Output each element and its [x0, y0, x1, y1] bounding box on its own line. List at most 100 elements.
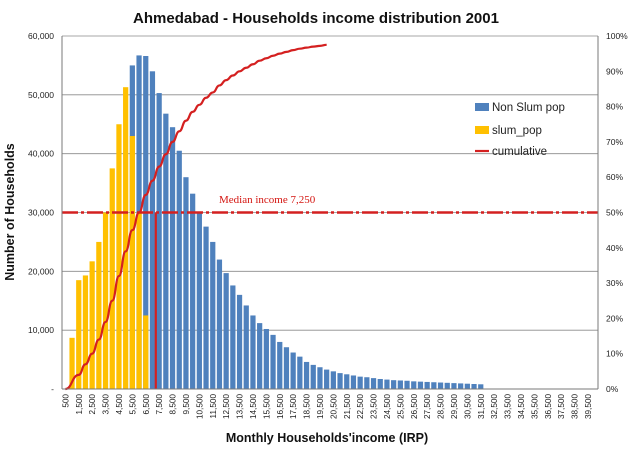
- non-slum-bar: [364, 377, 370, 389]
- cumulative-line: [65, 43, 327, 391]
- y2-tick-label: 90%: [606, 66, 623, 76]
- slum-bar: [76, 280, 82, 389]
- x-tick-label: 500: [61, 394, 70, 408]
- axes: [61, 36, 599, 390]
- x-axis-ticks: 500 1,500 2,500 3,500 4,500 5,500 6,500 7,500 8,…: [61, 394, 593, 419]
- non-slum-bar: [156, 93, 162, 390]
- x-tick-label: 6,500: [142, 394, 151, 415]
- non-slum-bar: [384, 379, 390, 389]
- non-slum-bar: [149, 71, 156, 390]
- y2-tick-label: 100%: [606, 31, 628, 41]
- x-tick-label: 18,500: [303, 394, 312, 419]
- non-slum-bar: [223, 273, 229, 389]
- non-slum-bar: [257, 323, 263, 389]
- x-tick-label: 32,500: [490, 394, 499, 419]
- x-tick-label: 33,500: [504, 394, 513, 419]
- slum-bar: [129, 136, 135, 389]
- x-tick-label: 10,500: [195, 394, 204, 419]
- non-slum-bar: [370, 378, 377, 389]
- x-tick-label: 29,500: [450, 394, 459, 419]
- non-slum-bar: [478, 384, 484, 389]
- x-tick-label: 35,500: [530, 394, 539, 419]
- x-tick-label: 37,500: [557, 394, 566, 419]
- slum-bar: [123, 87, 129, 389]
- y2-tick-label: 10%: [606, 349, 623, 359]
- y2-tick-label: 70%: [606, 137, 623, 147]
- non-slum-bar: [263, 328, 269, 389]
- non-slum-bars: [129, 55, 484, 390]
- legend-label-slum: slum_pop: [492, 125, 542, 137]
- y-tick-label: 50,000: [28, 90, 54, 100]
- x-tick-label: 21,500: [343, 394, 352, 419]
- non-slum-bar: [283, 347, 290, 389]
- non-slum-bar: [471, 383, 477, 389]
- legend-label-cumulative: cumulative: [492, 146, 547, 158]
- non-slum-bar: [277, 341, 283, 389]
- non-slum-bar: [444, 382, 450, 389]
- x-tick-label: 5,500: [128, 394, 137, 415]
- slum-bar: [143, 315, 149, 389]
- slum-bar: [109, 168, 115, 389]
- non-slum-bar: [317, 367, 323, 389]
- non-slum-bar: [417, 381, 424, 389]
- non-slum-bar: [424, 381, 430, 389]
- non-slum-bar: [297, 356, 303, 389]
- non-slum-bar: [270, 334, 276, 389]
- non-slum-bar: [176, 150, 182, 389]
- non-slum-bar: [210, 241, 216, 389]
- non-slum-bar: [344, 374, 350, 389]
- slum-bar: [69, 337, 75, 389]
- x-tick-label: 7,500: [155, 394, 164, 415]
- y2-tick-label: 80%: [606, 102, 623, 112]
- non-slum-bar: [404, 380, 410, 389]
- x-tick-label: 31,500: [477, 394, 486, 419]
- slum-bar: [102, 212, 109, 389]
- slum-bar: [82, 275, 89, 389]
- non-slum-bar: [216, 259, 223, 389]
- legend-swatch-slum: [475, 126, 489, 134]
- x-tick-label: 9,500: [182, 394, 191, 415]
- x-tick-label: 27,500: [423, 394, 432, 419]
- slum-bar: [96, 241, 102, 389]
- slum-bars: [69, 87, 149, 389]
- y-tick-label: 10,000: [28, 325, 54, 335]
- non-slum-bar: [303, 361, 310, 389]
- y2-tick-label: 20%: [606, 313, 623, 323]
- median-label: Median income 7,250: [219, 194, 316, 206]
- non-slum-bar: [337, 373, 343, 389]
- x-tick-label: 26,500: [410, 394, 419, 419]
- x-tick-label: 34,500: [517, 394, 526, 419]
- non-slum-bar: [411, 381, 417, 389]
- chart-title: Ahmedabad - Households income distributi…: [133, 10, 499, 27]
- y-tick-label: 40,000: [28, 149, 54, 159]
- x-tick-label: 13,500: [236, 394, 245, 419]
- non-slum-bar: [163, 113, 169, 389]
- slum-bar: [136, 212, 142, 389]
- x-axis-title: Monthly Households'income (IRP): [226, 431, 428, 445]
- legend: Non Slum pop slum_pop cumulative: [475, 102, 565, 158]
- non-slum-bar: [458, 383, 464, 389]
- x-tick-label: 23,500: [370, 394, 379, 419]
- y-tick-label: 20,000: [28, 266, 54, 276]
- x-tick-label: 24,500: [383, 394, 392, 419]
- non-slum-bar: [324, 369, 330, 389]
- x-tick-label: 39,500: [584, 394, 593, 419]
- y-tick-label: 60,000: [28, 31, 54, 41]
- non-slum-bar: [236, 294, 243, 389]
- slum-bar: [89, 261, 95, 389]
- x-tick-label: 3,500: [102, 394, 111, 415]
- y2-tick-label: 60%: [606, 172, 623, 182]
- y2-tick-label: 50%: [606, 208, 623, 218]
- median-line-group: [62, 211, 598, 389]
- non-slum-bar: [330, 371, 336, 389]
- gridlines: [62, 35, 598, 331]
- non-slum-bar: [357, 376, 363, 389]
- non-slum-bar: [183, 177, 189, 389]
- x-tick-label: 1,500: [75, 394, 84, 415]
- y-axis-title: Number of Households: [3, 143, 17, 281]
- x-tick-label: 17,500: [289, 394, 298, 419]
- non-slum-bar: [169, 127, 176, 390]
- y-tick-label: 30,000: [28, 208, 54, 218]
- non-slum-bar: [377, 378, 383, 389]
- non-slum-bar: [397, 380, 403, 389]
